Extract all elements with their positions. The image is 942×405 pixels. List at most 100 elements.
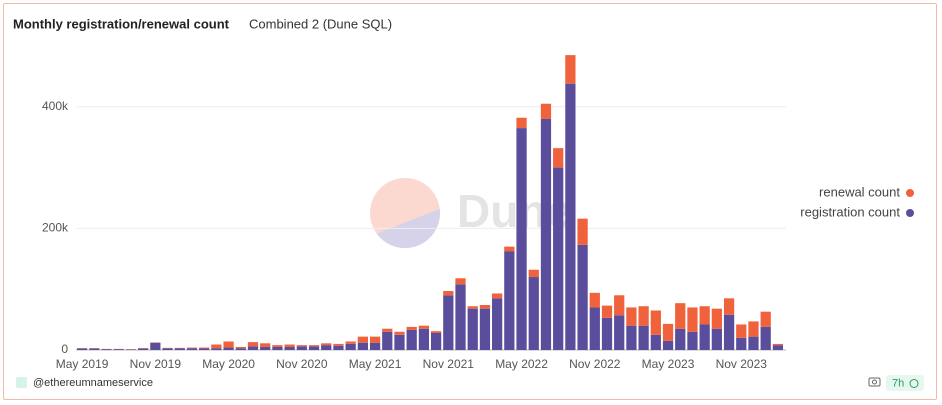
bar-segment [589,307,600,350]
bar-segment [430,332,442,350]
bar-segment [479,308,491,350]
bar-segment [345,341,356,344]
bar-segment [174,348,185,350]
camera-icon[interactable] [868,377,881,387]
author[interactable]: @ethereumnameservice [33,377,153,389]
bar-segment [492,298,503,350]
age: 7h [892,377,904,389]
bar-segment [418,325,430,329]
bar-segment [723,298,735,315]
bar-segment [772,345,784,350]
bar-segment [235,348,246,350]
bar-segment [760,326,771,350]
bar-segment [382,331,393,350]
bar-segment [711,328,722,350]
age-check [909,379,919,388]
bar-segment [113,349,124,350]
bar-segment [369,342,381,350]
bar-segment [736,337,747,350]
bar-segment [553,148,564,168]
bar-segment [687,307,698,332]
bar-segment [699,306,710,325]
bar-segment [675,328,686,350]
bar-segment [394,331,405,335]
x-tick-label: May 2023 [642,357,695,371]
bar-segment [394,334,405,350]
bar-segment [638,325,649,350]
bar-segment [223,341,234,348]
bar-segment [357,342,368,350]
x-tick-label: May 2022 [495,357,548,371]
bar-segment [455,284,466,350]
bar-segment [186,348,198,350]
bar-segment [357,336,368,343]
y-tick-label: 400k [42,99,69,113]
bar-segment [406,326,417,330]
bar-segment [150,342,161,350]
author-avatar [16,377,27,388]
bar-segment [345,343,356,350]
bar-segment [748,336,759,350]
x-tick-label: Nov 2020 [276,357,328,371]
bar-segment [528,269,539,278]
x-tick-label: May 2019 [56,357,109,371]
bar-segment [772,343,784,346]
bar-segment [308,346,320,350]
bar-segment [699,324,710,350]
bar-segment [162,348,173,350]
bar-segment [199,347,210,349]
bar-segment [760,311,771,327]
bar-segment [89,348,100,350]
bar-segment [540,103,552,119]
bar-segment [577,244,588,350]
chart-subtitle: Combined 2 (Dune SQL) [249,16,392,31]
bar-segment [467,308,478,350]
bar-segment [650,310,661,335]
bar-segment [260,343,271,347]
bar-segment [516,117,527,129]
bar-segment [565,55,576,84]
bar-segment [296,345,307,347]
x-tick-label: May 2020 [202,357,255,371]
bar-segment [211,348,222,350]
bar-segment [272,346,283,350]
legend-label: registration count [800,204,900,219]
bar-segment [247,346,259,350]
bar-segment [662,323,674,341]
bar-segment [284,344,295,347]
bar-segment [540,118,552,351]
bar-segment [333,343,344,346]
bar-segment [430,331,442,333]
bar-segment [321,345,332,350]
bar-segment [492,293,503,299]
bar-segment [211,344,222,349]
bar-segment [418,328,430,350]
bar-segment [199,348,210,350]
bar-segment [601,317,613,350]
bar-segment [626,325,637,350]
bar-segment [296,346,307,350]
bar-segment [577,218,588,245]
bar-segment [247,342,259,347]
chart-title: Monthly registration/renewal count [13,16,230,31]
x-tick-label: May 2021 [349,357,402,371]
bar-segment [443,291,454,296]
legend-label: renewal count [819,184,900,199]
bar-segment [638,306,649,326]
x-tick-label: Nov 2022 [569,357,621,371]
bar-segment [382,328,393,332]
bar-segment [687,331,698,350]
card [3,3,937,400]
bar-segment [565,83,576,351]
bar-segment [321,343,332,346]
bar-segment [553,167,564,350]
bar-segment [650,334,661,350]
bar-segment [308,345,320,347]
bar-segment [479,305,491,309]
bar-segment [406,329,417,350]
bar-segment [614,315,625,350]
bar-segment [455,278,466,285]
x-tick-label: Nov 2019 [130,357,182,371]
y-tick-label: 200k [42,221,69,235]
